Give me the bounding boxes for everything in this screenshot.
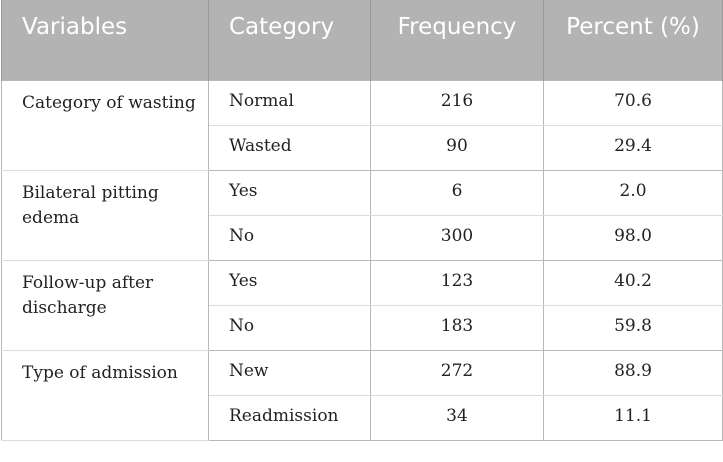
frequency-cell: 123 — [370, 259, 544, 306]
category-cell: No — [208, 304, 371, 351]
header-frequency: Frequency — [370, 0, 544, 80]
percent-cell: 59.8 — [543, 304, 723, 351]
frequency-cell: 183 — [370, 304, 544, 351]
table-row: Readmission 34 11.1 — [2, 394, 723, 441]
frequency-cell: 34 — [370, 394, 544, 441]
percent-cell: 40.2 — [543, 259, 723, 306]
table-row: Follow-up after discharge Yes 123 40.2 — [1, 259, 723, 351]
category-cell: Readmission — [208, 394, 371, 441]
percent-cell: 88.9 — [543, 349, 723, 396]
percent-cell: 29.4 — [543, 124, 723, 171]
table-row: Type of admission New 272 88.9 — [1, 349, 723, 441]
percent-cell: 98.0 — [543, 214, 723, 261]
table-row: Wasted 90 29.4 — [2, 124, 723, 171]
frequency-cell: 90 — [370, 124, 544, 171]
table-row: No 183 59.8 — [2, 304, 723, 351]
table-row: Category of wasting Normal 216 70.6 — [1, 79, 723, 171]
variable-cell: Category of wasting — [1, 79, 209, 171]
category-cell: Normal — [208, 79, 371, 126]
percent-cell: 70.6 — [543, 79, 723, 126]
frequency-cell: 216 — [370, 79, 544, 126]
frequency-cell: 272 — [370, 349, 544, 396]
table-row: Bilateral pitting edema Yes 6 2.0 — [1, 169, 723, 261]
frequency-cell: 300 — [370, 214, 544, 261]
category-cell: No — [208, 214, 371, 261]
header-percent: Percent (%) — [543, 0, 723, 80]
data-table: Variables Category Frequency Percent (%)… — [1, 0, 723, 441]
percent-cell: 11.1 — [543, 394, 723, 441]
table-row: No 300 98.0 — [2, 214, 723, 261]
variable-cell: Bilateral pitting edema — [1, 169, 209, 261]
variable-cell: Type of admission — [1, 349, 209, 441]
category-cell: Yes — [208, 169, 371, 216]
category-cell: Wasted — [208, 124, 371, 171]
percent-cell: 2.0 — [543, 169, 723, 216]
header-variables: Variables — [1, 0, 209, 80]
frequency-cell: 6 — [370, 169, 544, 216]
category-cell: New — [208, 349, 371, 396]
header-row: Variables Category Frequency Percent (%) — [1, 0, 723, 80]
variable-cell: Follow-up after discharge — [1, 259, 209, 351]
category-cell: Yes — [208, 259, 371, 306]
header-category: Category — [208, 0, 371, 80]
